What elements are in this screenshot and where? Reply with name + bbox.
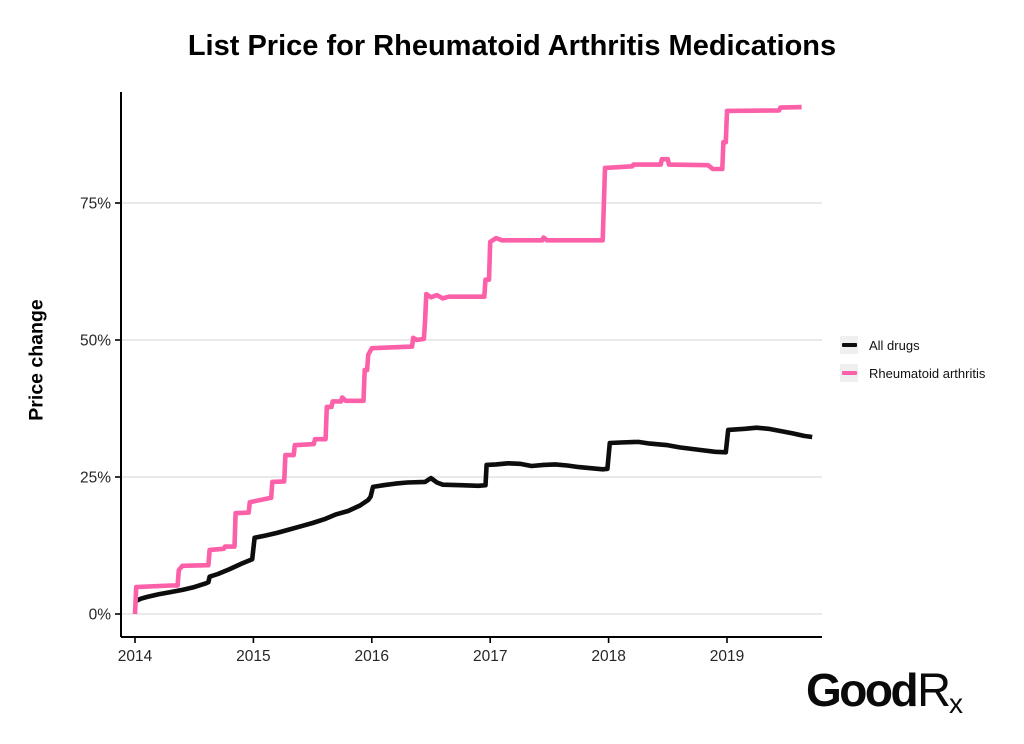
x-tick-label: 2017 — [473, 648, 507, 665]
chart-title: List Price for Rheumatoid Arthritis Medi… — [187, 30, 837, 62]
x-tick-label: 2019 — [710, 648, 744, 665]
legend-key — [840, 336, 858, 354]
series-line-rheumatoid-arthritis — [132, 104, 802, 615]
legend-item-all-drugs: All drugs — [840, 336, 985, 354]
y-tick-label: 0% — [89, 607, 112, 624]
x-tick-label: 2018 — [591, 648, 625, 665]
logo-text-good: Good — [806, 664, 919, 716]
x-tick-label: 2015 — [236, 648, 270, 665]
y-tick-label: 25% — [80, 470, 111, 487]
logo-text-r: R — [917, 663, 952, 716]
x-tick-label: 2014 — [118, 648, 153, 665]
legend-item-rheumatoid-arthritis: Rheumatoid arthritis — [840, 364, 985, 382]
legend-label: All drugs — [869, 337, 920, 353]
all-drugs-swatch — [841, 343, 857, 347]
y-tick-label: 75% — [80, 196, 111, 213]
legend-key — [840, 364, 858, 382]
rheumatoid-arthritis-swatch — [841, 371, 857, 375]
legend-label: Rheumatoid arthritis — [869, 365, 986, 381]
y-tick-label: 50% — [80, 333, 111, 350]
legend: All drugs Rheumatoid arthritis — [840, 336, 985, 392]
goodrx-logo: GoodRx — [806, 662, 964, 719]
logo-text-x: x — [949, 688, 964, 719]
series-line-all-drugs — [134, 425, 813, 604]
x-tick-label: 2016 — [355, 648, 389, 665]
